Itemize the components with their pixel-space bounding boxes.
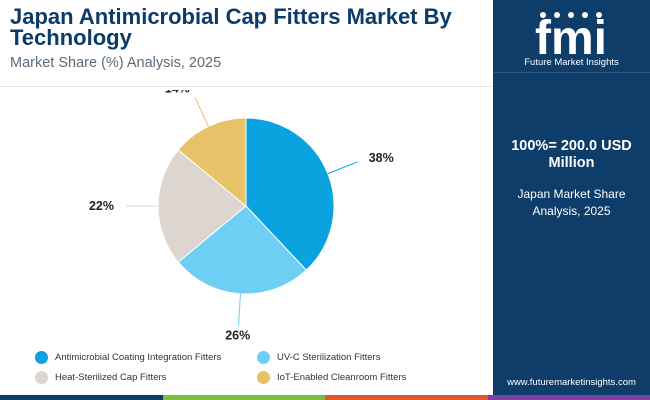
chart-legend: Antimicrobial Coating Integration Fitter… <box>35 351 485 391</box>
legend-label: Antimicrobial Coating Integration Fitter… <box>55 352 222 363</box>
legend-label: IoT-Enabled Cleanroom Fitters <box>277 372 407 383</box>
logo-dot-icon <box>540 12 546 18</box>
data-label-antimicrobial-coating: 38% <box>369 151 394 165</box>
sidebar: fmi Future Market Insights 100%= 200.0 U… <box>493 0 650 395</box>
legend-item: Heat-Sterilized Cap Fitters <box>35 371 166 384</box>
legend-item: Antimicrobial Coating Integration Fitter… <box>35 351 221 364</box>
legend-item: UV-C Sterilization Fitters <box>257 351 380 364</box>
logo-dot-icon <box>582 12 588 18</box>
leader-line-antimicrobial-coating <box>327 161 358 175</box>
legend-swatch <box>257 351 270 364</box>
pie-slice-antimicrobial-coating <box>245 117 335 271</box>
market-region: Japan Market Share Analysis, 2025 <box>517 187 626 218</box>
website-link[interactable]: www.futuremarketinsights.com <box>507 377 636 388</box>
legend-swatch <box>35 351 48 364</box>
data-label-heat-sterilized: 22% <box>89 199 114 213</box>
data-label-iot-enabled: 14% <box>165 90 190 95</box>
bottom-bar-segment <box>162 395 325 400</box>
header-divider <box>0 86 493 87</box>
logo-dot-icon <box>554 12 560 18</box>
header: Japan Antimicrobial Cap Fitters Market B… <box>0 0 493 78</box>
pie-slice-heat-sterilized <box>157 149 247 263</box>
legend-swatch <box>35 371 48 384</box>
fmi-logo: fmi <box>535 12 607 65</box>
logo-dot-icon <box>568 12 574 18</box>
data-label-uv-c-sterilization: 26% <box>225 329 250 343</box>
legend-label: Heat-Sterilized Cap Fitters <box>55 372 167 383</box>
logo-dot-icon <box>596 12 602 18</box>
bottom-bar-segment <box>0 395 163 400</box>
pie-slice-uv-c-sterilization <box>177 205 307 295</box>
bottom-bar-segment <box>487 395 650 400</box>
legend-item: IoT-Enabled Cleanroom Fitters <box>257 371 406 384</box>
bottom-bar-segment <box>325 395 488 400</box>
leader-line-uv-c-sterilization <box>237 293 241 326</box>
pie-slice-iot-enabled <box>177 117 247 208</box>
legend-swatch <box>257 371 270 384</box>
logo-letters: fmi <box>535 12 607 65</box>
bottom-color-bar <box>0 395 650 400</box>
legend-label: UV-C Sterilization Fitters <box>277 352 381 363</box>
pie-chart: 38% 26% 22% 14% <box>89 90 394 343</box>
market-total: 100%= 200.0 USD Million <box>511 138 632 171</box>
page-title: Japan Antimicrobial Cap Fitters Market B… <box>10 4 452 50</box>
page-subtitle: Market Share (%) Analysis, 2025 <box>10 55 222 71</box>
leader-line-iot-enabled <box>194 97 209 127</box>
sidebar-divider <box>493 72 650 73</box>
logo-text: Future Market Insights <box>524 57 619 68</box>
